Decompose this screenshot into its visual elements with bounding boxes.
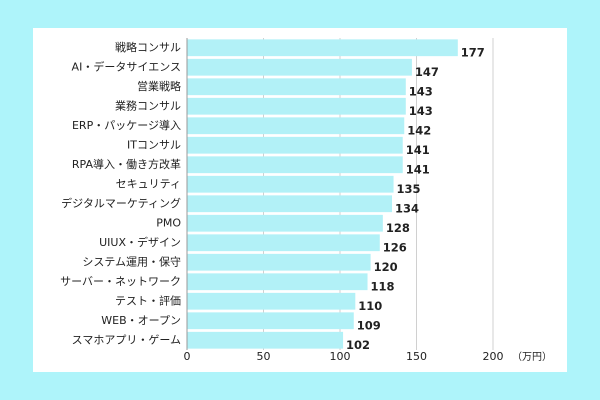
bar [187,234,380,252]
y-tick-label: UIUX・デザイン [99,235,181,249]
value-label: 141 [406,162,430,176]
bar [187,195,393,213]
x-tick-label: 100 [330,350,351,363]
value-label: 143 [409,104,433,118]
value-label: 141 [406,143,430,157]
value-label: 126 [383,240,407,254]
bar [187,175,394,193]
value-label: 128 [386,221,410,235]
bar [187,292,356,310]
bar [187,78,406,96]
value-label: 109 [357,318,381,332]
y-tick-label: テスト・評価 [115,293,181,307]
bar [187,58,412,76]
y-tick-label: 営業戦略 [137,79,181,93]
y-tick-label: 戦略コンサル [115,40,181,54]
x-tick-label: 50 [257,350,271,363]
x-tick-label: 200 [483,350,504,363]
x-axis-unit: （万円） [512,351,552,363]
value-label: 147 [415,65,439,79]
x-tick-label: 0 [184,350,191,363]
y-tick-label: ERP・パッケージ導入 [72,118,181,132]
bar [187,214,383,232]
bar [187,273,368,291]
value-label: 110 [358,299,382,313]
bar [187,97,406,115]
bar [187,156,403,174]
value-label: 177 [461,45,485,59]
y-tick-label: PMO [156,216,181,229]
y-tick-label: WEB・オープン [101,314,181,327]
bar [187,39,458,57]
bar [187,312,354,330]
value-label: 102 [346,338,370,352]
value-label: 142 [407,123,431,137]
y-tick-label: セキュリティ [116,177,181,190]
y-tick-label: RPA導入・働き方改革 [72,157,181,171]
value-label: 135 [397,182,421,196]
value-label: 143 [409,84,433,98]
x-tick-label: 150 [406,350,427,363]
bar [187,253,371,271]
y-tick-label: 業務コンサル [115,98,181,112]
value-label: 120 [374,260,398,274]
bar [187,136,403,154]
y-tick-label: システム運用・保守 [82,254,181,268]
value-label: 118 [371,279,395,293]
y-tick-label: ITコンサル [127,138,181,151]
bar [187,117,405,135]
value-label: 134 [395,201,419,215]
y-tick-label: サーバー・ネットワーク [60,275,181,288]
bar [187,331,344,349]
y-tick-label: デジタルマーケティング [61,196,181,210]
y-tick-label: AI・データサイエンス [72,59,181,73]
y-tick-label: スマホアプリ・ゲーム [72,333,181,346]
